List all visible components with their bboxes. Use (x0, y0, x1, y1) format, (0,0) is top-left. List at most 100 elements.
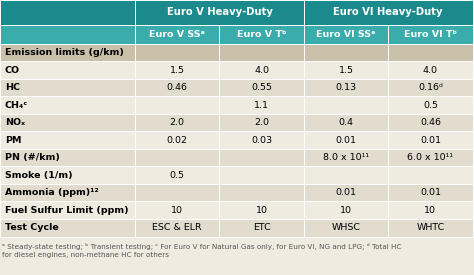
Text: NOₓ: NOₓ (5, 118, 25, 127)
Bar (135, 0, 304, 24)
Bar (304, 114, 388, 131)
Bar (0, 0, 135, 24)
Bar (388, 79, 473, 96)
Text: 4.0: 4.0 (254, 65, 269, 75)
Bar (0, 202, 135, 219)
Bar (219, 44, 304, 61)
Text: 1.5: 1.5 (338, 65, 354, 75)
Text: 0.01: 0.01 (420, 188, 441, 197)
Bar (135, 166, 219, 184)
Text: Euro VI SSᵃ: Euro VI SSᵃ (316, 30, 376, 39)
Text: Test Cycle: Test Cycle (5, 223, 58, 232)
Bar (304, 96, 388, 114)
Text: HC: HC (5, 83, 20, 92)
Bar (388, 131, 473, 149)
Text: 0.55: 0.55 (251, 83, 272, 92)
Bar (135, 79, 219, 96)
Bar (304, 79, 388, 96)
Text: WHSC: WHSC (331, 223, 361, 232)
Bar (0, 149, 135, 166)
Bar (304, 219, 388, 236)
Bar (388, 149, 473, 166)
Text: 2.0: 2.0 (254, 118, 269, 127)
Text: 0.02: 0.02 (167, 136, 188, 145)
Bar (388, 114, 473, 131)
Bar (388, 202, 473, 219)
Bar (135, 202, 219, 219)
Text: Fuel Sulfur Limit (ppm): Fuel Sulfur Limit (ppm) (5, 206, 128, 215)
Text: PN (#/km): PN (#/km) (5, 153, 60, 162)
Text: Ammonia (ppm)¹²: Ammonia (ppm)¹² (5, 188, 99, 197)
Text: 1.5: 1.5 (170, 65, 185, 75)
Bar (135, 149, 219, 166)
Bar (0, 44, 135, 61)
Bar (219, 24, 304, 44)
Bar (219, 131, 304, 149)
Text: 10: 10 (255, 206, 268, 215)
Text: Euro VI Tᵇ: Euro VI Tᵇ (404, 30, 457, 39)
Bar (304, 61, 388, 79)
Bar (135, 131, 219, 149)
Text: 2.0: 2.0 (170, 118, 185, 127)
Text: 0.5: 0.5 (423, 101, 438, 110)
Bar (304, 0, 473, 24)
Bar (219, 166, 304, 184)
Text: 10: 10 (171, 206, 183, 215)
Text: Euro V Heavy-Duty: Euro V Heavy-Duty (166, 7, 273, 17)
Text: 0.13: 0.13 (336, 83, 356, 92)
Bar (0, 96, 135, 114)
Text: 0.5: 0.5 (170, 171, 185, 180)
Bar (388, 61, 473, 79)
Bar (0, 114, 135, 131)
Bar (219, 219, 304, 236)
Bar (304, 131, 388, 149)
Bar (219, 79, 304, 96)
Bar (135, 96, 219, 114)
Bar (304, 202, 388, 219)
Bar (304, 166, 388, 184)
Text: 10: 10 (340, 206, 352, 215)
Bar (304, 184, 388, 202)
Text: ESC & ELR: ESC & ELR (153, 223, 202, 232)
Bar (219, 61, 304, 79)
Bar (388, 184, 473, 202)
Bar (388, 166, 473, 184)
Text: 0.03: 0.03 (251, 136, 272, 145)
Bar (0, 219, 135, 236)
Text: ETC: ETC (253, 223, 271, 232)
Bar (388, 24, 473, 44)
Bar (388, 96, 473, 114)
Text: 0.01: 0.01 (420, 136, 441, 145)
Text: ᵃ Steady-state testing; ᵇ Transient testing; ᶜ For Euro V for Natural Gas only, : ᵃ Steady-state testing; ᵇ Transient test… (2, 243, 402, 258)
Bar (0, 184, 135, 202)
Text: Euro V SSᵃ: Euro V SSᵃ (149, 30, 205, 39)
Bar (219, 96, 304, 114)
Text: WHTC: WHTC (416, 223, 445, 232)
Text: 1.1: 1.1 (254, 101, 269, 110)
Text: 8.0 x 10¹¹: 8.0 x 10¹¹ (323, 153, 369, 162)
Bar (219, 184, 304, 202)
Bar (304, 44, 388, 61)
Bar (0, 61, 135, 79)
Bar (135, 44, 219, 61)
Text: Emission limits (g/km): Emission limits (g/km) (5, 48, 124, 57)
Text: 0.46: 0.46 (167, 83, 188, 92)
Text: 0.01: 0.01 (336, 136, 356, 145)
Bar (304, 149, 388, 166)
Bar (135, 184, 219, 202)
Bar (219, 202, 304, 219)
Text: CO: CO (5, 65, 20, 75)
Bar (135, 24, 219, 44)
Bar (219, 149, 304, 166)
Bar (219, 114, 304, 131)
Bar (135, 61, 219, 79)
Text: 6.0 x 10¹¹: 6.0 x 10¹¹ (407, 153, 454, 162)
Text: 4.0: 4.0 (423, 65, 438, 75)
Bar (0, 166, 135, 184)
Text: 10: 10 (424, 206, 437, 215)
Bar (135, 114, 219, 131)
Bar (0, 131, 135, 149)
Text: 0.16ᵈ: 0.16ᵈ (418, 83, 443, 92)
Bar (0, 79, 135, 96)
Text: 0.4: 0.4 (338, 118, 354, 127)
